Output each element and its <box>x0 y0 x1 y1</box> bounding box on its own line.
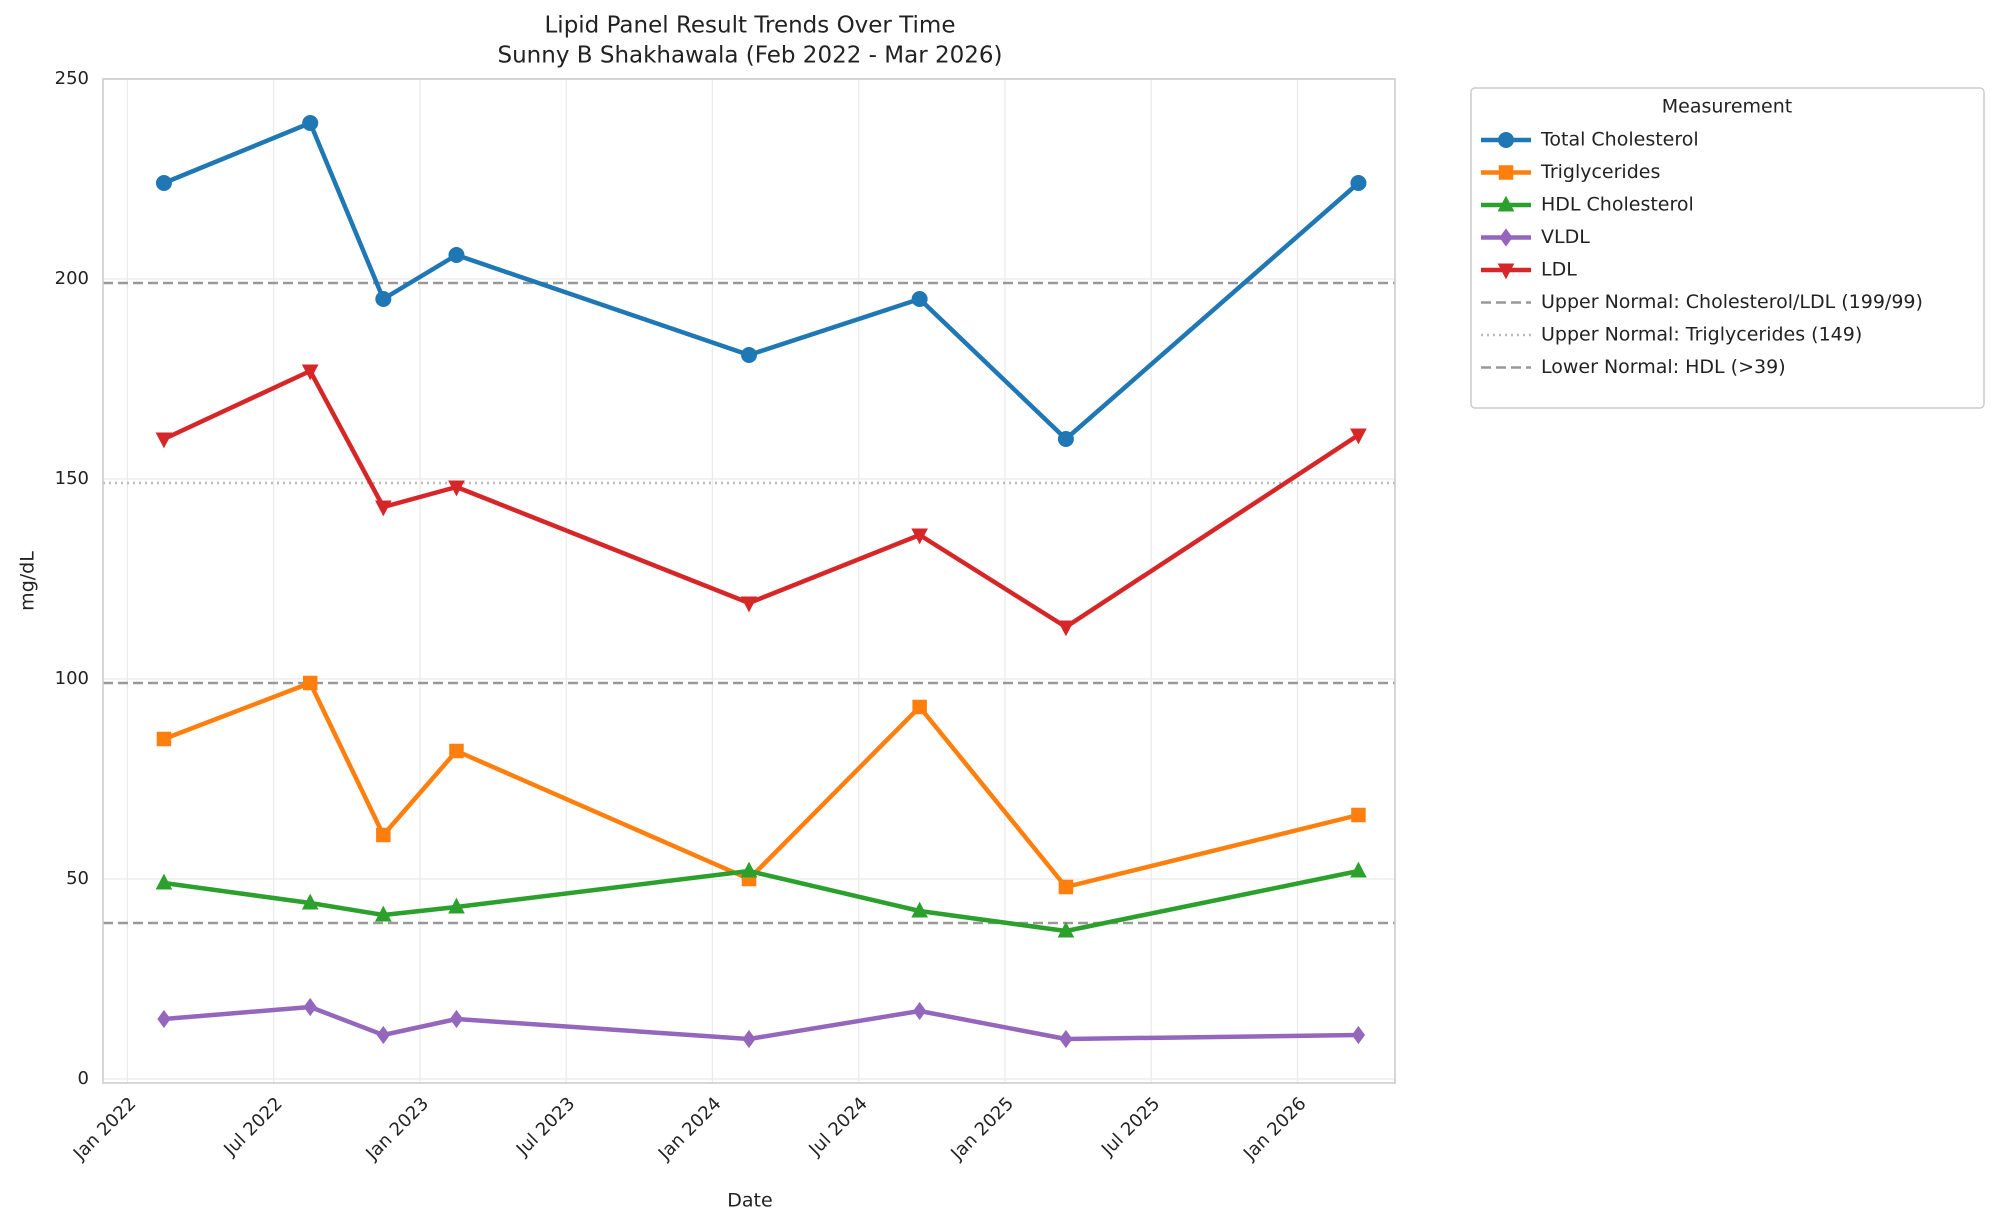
marker <box>1351 807 1366 823</box>
series-line <box>163 1004 1359 1042</box>
series-line <box>162 368 1360 630</box>
marker <box>302 675 318 691</box>
y-tick-label: 250 <box>55 68 89 89</box>
legend-label: Triglycerides <box>1540 161 1660 183</box>
legend-marker <box>1499 228 1513 247</box>
marker <box>911 901 928 918</box>
marker <box>449 743 464 759</box>
legend-label: VLDL <box>1541 226 1590 248</box>
legend-marker <box>1497 195 1515 212</box>
legend-label: Upper Normal: Cholesterol/LDL (199/99) <box>1541 291 1923 313</box>
marker <box>302 115 319 131</box>
marker <box>1351 1025 1366 1045</box>
x-tick-label: Jul 2022 <box>219 1093 286 1160</box>
x-tick-label: Jul 2024 <box>804 1093 871 1160</box>
series-line <box>163 868 1359 934</box>
marker <box>1057 431 1074 447</box>
x-axis-label: Date <box>727 1190 772 1212</box>
legend-marker <box>1497 263 1515 280</box>
legend-label: LDL <box>1541 259 1577 281</box>
legend-marker <box>1498 132 1514 148</box>
marker <box>911 291 928 307</box>
marker <box>1059 1029 1073 1049</box>
legend-label: Upper Normal: Triglycerides (149) <box>1541 324 1862 346</box>
legend-box <box>1470 87 1985 409</box>
marker <box>155 873 173 890</box>
y-tick-label: 150 <box>55 468 89 489</box>
x-tick-label: Jan 2025 <box>946 1093 1018 1165</box>
legend: Measurement Total Cholesterol Triglyceride… <box>1470 87 1985 409</box>
marker <box>1350 175 1367 191</box>
marker <box>157 1009 171 1029</box>
x-tick-label: Jul 2023 <box>512 1093 579 1160</box>
marker <box>448 897 465 914</box>
marker <box>1350 428 1367 445</box>
marker <box>740 596 758 613</box>
marker <box>375 905 392 922</box>
marker <box>375 500 392 517</box>
marker <box>376 1025 390 1045</box>
legend-marker <box>1498 165 1514 180</box>
x-tick-label: Jan 2024 <box>654 1093 726 1165</box>
marker <box>913 1001 927 1021</box>
y-tick-label: 200 <box>55 268 89 289</box>
y-tick-label: 0 <box>78 1068 89 1089</box>
marker <box>1058 879 1074 895</box>
legend-label: Total Cholesterol <box>1540 129 1699 151</box>
x-tick-label: Jan 2023 <box>361 1093 433 1165</box>
marker <box>741 347 757 363</box>
marker <box>740 861 758 878</box>
chart-title: Lipid Panel Result Trends Over Time <box>544 13 955 39</box>
marker <box>911 528 928 545</box>
y-axis-label: mg/dL <box>17 551 39 611</box>
marker <box>301 364 319 381</box>
marker <box>1350 861 1367 878</box>
legend-label: Lower Normal: HDL (>39) <box>1541 356 1786 378</box>
marker <box>155 175 172 191</box>
x-tick-label: Jul 2025 <box>1097 1093 1164 1160</box>
series-line <box>163 120 1360 442</box>
marker <box>742 1029 756 1049</box>
legend-label: HDL Cholesterol <box>1541 194 1694 216</box>
legend-title: Measurement <box>1662 96 1792 118</box>
chart-subtitle: Sunny B Shakhawala (Feb 2022 - Mar 2026) <box>498 43 1003 69</box>
marker <box>156 731 172 747</box>
marker <box>303 997 317 1017</box>
x-tick-label: Jan 2026 <box>1239 1093 1311 1165</box>
marker <box>376 827 391 843</box>
marker <box>449 1009 464 1029</box>
x-tick-label: Jan 2022 <box>69 1093 141 1165</box>
y-tick-label: 50 <box>66 868 89 889</box>
marker <box>375 291 392 307</box>
marker <box>1057 921 1075 938</box>
marker <box>301 893 319 910</box>
marker <box>1057 620 1075 637</box>
plot-frame <box>102 78 1396 1084</box>
marker <box>912 699 927 715</box>
y-tick-label: 100 <box>55 668 89 689</box>
marker <box>448 480 465 497</box>
series-line <box>163 680 1359 890</box>
marker <box>155 432 173 449</box>
marker <box>448 247 465 263</box>
